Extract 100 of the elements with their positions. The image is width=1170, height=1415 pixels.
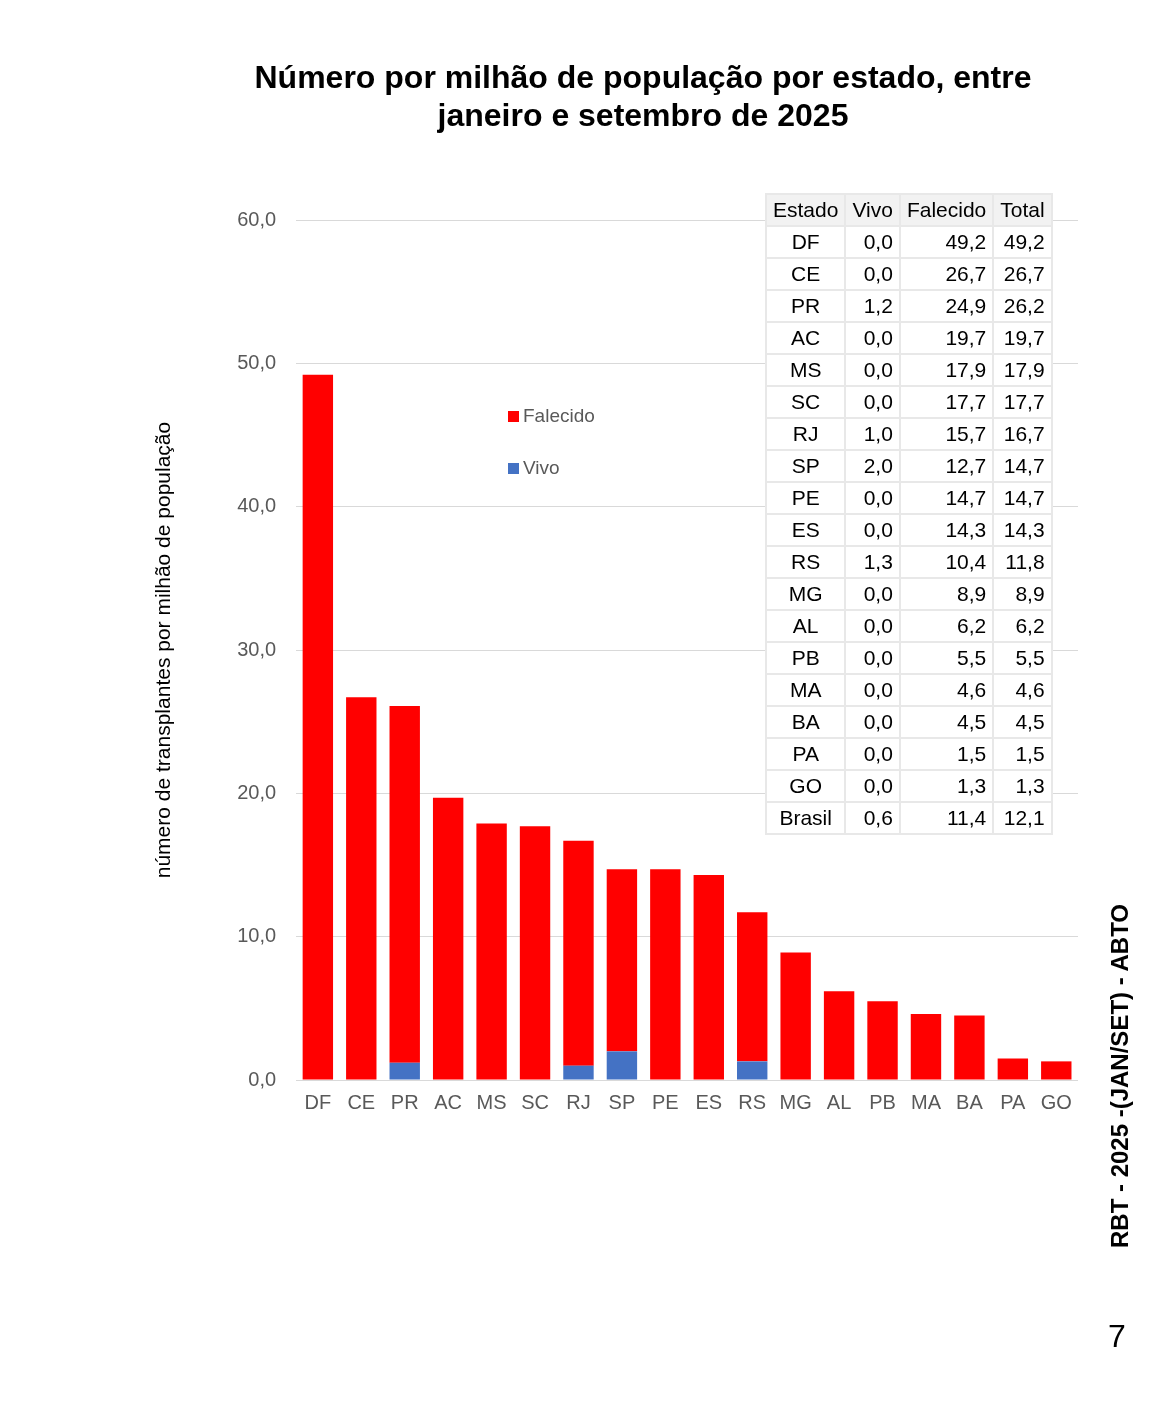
category-label: SP xyxy=(791,454,820,477)
text: 26,7 xyxy=(945,262,987,285)
x-tick-label: CE xyxy=(347,1090,376,1113)
y-tick-label: 10,0 xyxy=(237,924,277,947)
category-label: PB xyxy=(791,646,820,669)
category-label: SC xyxy=(791,390,821,413)
bar xyxy=(867,1001,898,1080)
bar xyxy=(476,823,507,1080)
x-tick-label: SP xyxy=(608,1090,636,1113)
text: 1,3 xyxy=(1015,774,1045,797)
bar xyxy=(823,991,855,1080)
text: 1,3 xyxy=(863,550,893,573)
text: 12,7 xyxy=(945,454,987,477)
text: 1,5 xyxy=(1015,742,1045,765)
text: 0,0 xyxy=(863,646,893,669)
text: 7 xyxy=(1108,1318,1126,1355)
text: 1,5 xyxy=(957,742,987,765)
bar xyxy=(737,1061,768,1080)
text: 49,2 xyxy=(1003,230,1045,253)
bar xyxy=(563,840,594,1066)
y-axis-title: número de transplantes por milhão de população xyxy=(151,421,175,879)
text: 14,7 xyxy=(1003,486,1045,509)
category-label: PR xyxy=(791,294,821,317)
category-label: MS xyxy=(789,358,822,381)
text: 15,7 xyxy=(945,422,987,445)
text: 10,4 xyxy=(945,550,987,573)
text: 4,6 xyxy=(957,678,987,701)
x-tick-label: BA xyxy=(956,1090,984,1113)
x-tick-label: PE xyxy=(652,1090,679,1113)
text: 11,8 xyxy=(1005,550,1045,573)
y-tick-label: 30,0 xyxy=(237,637,277,660)
text: 0,0 xyxy=(863,774,893,797)
bar xyxy=(997,1058,1029,1080)
text: 0,0 xyxy=(863,742,893,765)
text: 0,0 xyxy=(863,678,893,701)
text: 14,7 xyxy=(1003,454,1045,477)
text: 0,6 xyxy=(863,806,893,829)
x-tick-label: MA xyxy=(910,1090,942,1113)
y-tick-label: 40,0 xyxy=(237,494,277,517)
text: 4,5 xyxy=(957,710,987,733)
category-label: Brasil xyxy=(779,806,832,829)
bar xyxy=(954,1015,985,1080)
category-label: CE xyxy=(791,262,821,285)
category-label: ES xyxy=(791,518,820,541)
category-label: AL xyxy=(792,614,819,637)
bar xyxy=(650,869,681,1080)
bar xyxy=(563,1065,594,1080)
bar xyxy=(302,374,334,1080)
text: 17,7 xyxy=(1003,390,1045,413)
text: 0,0 xyxy=(863,486,893,509)
bar xyxy=(910,1014,942,1080)
text: 26,2 xyxy=(1003,294,1045,317)
category-label: PA xyxy=(792,742,819,765)
text: 6,2 xyxy=(1015,614,1045,637)
category-label: DF xyxy=(791,230,820,253)
category-label: Total xyxy=(993,194,1052,226)
text: 19,7 xyxy=(945,326,987,349)
text: 4,6 xyxy=(1015,678,1045,701)
text: 12,1 xyxy=(1003,806,1045,829)
bar xyxy=(432,797,464,1080)
text: 11,4 xyxy=(946,806,987,829)
text: 5,5 xyxy=(957,646,987,669)
text: 14,3 xyxy=(945,518,987,541)
bar xyxy=(606,869,638,1052)
text: 1,2 xyxy=(863,294,893,317)
x-tick-label: AC xyxy=(434,1090,463,1113)
text: 5,5 xyxy=(1015,646,1045,669)
text: 14,3 xyxy=(1003,518,1045,541)
text: 19,7 xyxy=(1003,326,1045,349)
bar xyxy=(389,705,420,1063)
category-label: Vivo xyxy=(845,194,900,226)
category-label: MG xyxy=(788,582,823,605)
category-label: PE xyxy=(791,486,820,509)
bar xyxy=(737,912,768,1062)
x-tick-label: AL xyxy=(826,1090,852,1113)
bar xyxy=(606,1051,638,1080)
text: 14,7 xyxy=(945,486,987,509)
x-tick-label: ES xyxy=(695,1090,723,1113)
category-label: RS xyxy=(791,550,821,573)
y-tick-label: 20,0 xyxy=(237,780,277,803)
text: 26,7 xyxy=(1003,262,1045,285)
bar xyxy=(519,826,551,1080)
category-label: BA xyxy=(791,710,820,733)
text: 8,9 xyxy=(957,582,987,605)
x-tick-label: RJ xyxy=(566,1090,591,1113)
bar xyxy=(693,875,724,1080)
y-tick-label: 60,0 xyxy=(237,207,277,230)
category-label: MA xyxy=(789,678,822,701)
x-tick-label: PA xyxy=(1000,1090,1027,1113)
category-label: Falecido xyxy=(899,194,994,226)
x-tick-label: GO xyxy=(1040,1090,1072,1113)
category-label: GO xyxy=(789,774,823,797)
y-tick-label: 50,0 xyxy=(237,350,277,373)
bar xyxy=(780,952,811,1080)
chart-title: Número por milhão de população por estado, entre janeiro e setembro de 2025 xyxy=(253,58,1033,134)
text: RBT - 2025 -(JAN/SET) - ABTO xyxy=(1106,903,1134,1248)
text: 0,0 xyxy=(863,230,893,253)
category-label: AC xyxy=(791,326,821,349)
text: 17,9 xyxy=(1003,358,1045,381)
text: 24,9 xyxy=(945,294,987,317)
